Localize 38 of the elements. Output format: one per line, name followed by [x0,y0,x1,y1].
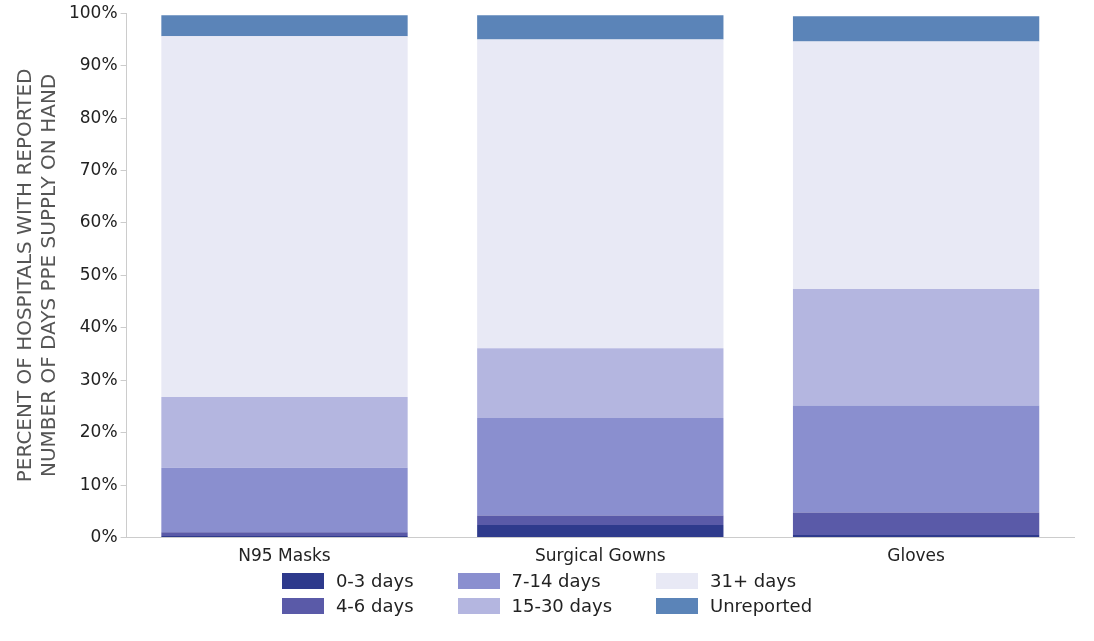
bar [161,36,408,398]
x-tick-label: Surgical Gowns [534,545,666,566]
bar [477,15,724,40]
y-tick-label: 100% [68,1,118,22]
bar [792,289,1040,406]
legend-label: 0-3 days [335,570,414,591]
x-tick-label: Gloves [887,545,946,566]
bar [477,418,724,516]
bar [792,41,1040,290]
x-tick-label: N95 Masks [238,545,331,566]
legend-label: 31+ days [710,570,797,591]
bar [792,512,1040,535]
bar [477,39,724,349]
bar [477,525,724,538]
y-tick-label: 70% [79,158,118,179]
legend-label: 15-30 days [511,595,613,616]
y-tick-label: 20% [79,421,118,442]
y-tick-label: 50% [79,263,118,284]
bar [792,534,1040,538]
y-tick-label: 90% [79,54,118,75]
y-tick-label: 80% [79,106,118,127]
bar [477,515,724,526]
bar [161,397,408,468]
y-tick-label: 40% [79,316,118,337]
bar [161,467,408,533]
bar [477,348,724,419]
bar [792,405,1040,513]
y-tick-label: 0% [90,526,118,547]
y-tick-label: 60% [79,211,118,232]
bar [792,16,1040,42]
y-tick-label: 10% [79,473,118,494]
bar [161,15,408,37]
bar [161,532,408,537]
y-tick-label: 30% [79,368,118,389]
legend-label: 7-14 days [511,570,601,591]
legend-label: 4-6 days [335,595,414,616]
y-axis-title: PERCENT OF HOSPITALS WITH REPORTED NUMBER OF DAYS PPE SUPPLY ON HAND [12,68,61,483]
legend-label: Unreported [710,595,813,616]
